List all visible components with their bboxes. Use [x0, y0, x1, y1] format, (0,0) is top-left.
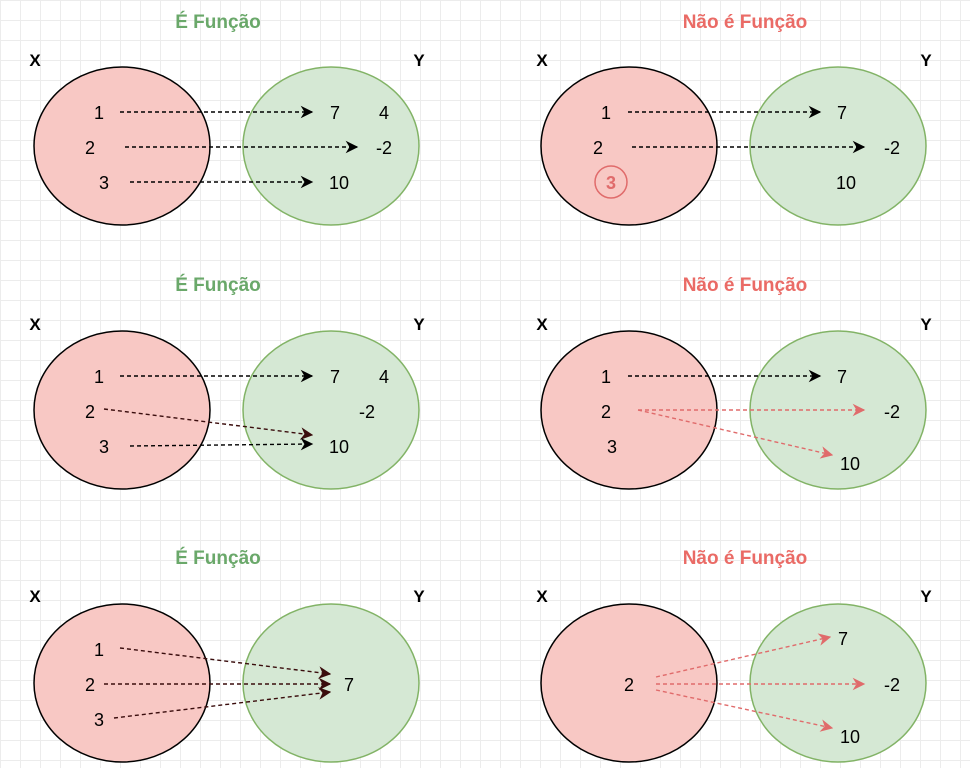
unmapped-domain-element: 3: [606, 173, 616, 193]
domain-element: 2: [624, 675, 634, 695]
panel-4: É Função X Y 1 2 3 7: [29, 547, 425, 763]
domain-element: 3: [99, 173, 109, 193]
domain-element: 1: [94, 367, 104, 387]
set-label-y: Y: [920, 51, 932, 70]
mapping-arrow: [129, 437, 314, 451]
domain-element: 3: [94, 710, 104, 730]
set-label-x: X: [536, 315, 548, 334]
domain-element: 2: [601, 402, 611, 422]
domain-element: 1: [601, 103, 611, 123]
domain-set: [33, 603, 211, 763]
codomain-element: 10: [840, 454, 860, 474]
codomain-element: 10: [329, 173, 349, 193]
panel-2: É Função X Y 1 2 3 7 4 -2 10: [29, 274, 425, 490]
mapping-arrow: [637, 409, 834, 459]
codomain-element: -2: [884, 138, 900, 158]
panel-title: Não é Função: [683, 12, 808, 33]
codomain-set: [242, 330, 420, 490]
codomain-element: -2: [884, 402, 900, 422]
codomain-set: [749, 66, 927, 226]
set-label-x: X: [536, 587, 548, 606]
domain-set: [540, 66, 718, 226]
domain-element: 1: [94, 640, 104, 660]
panel-3: Não é Função X Y 1 2 3 7 -2 10: [536, 275, 932, 490]
set-label-y: Y: [413, 315, 425, 334]
panel-title: É Função: [175, 11, 261, 33]
mapping-arrow: [655, 689, 834, 732]
domain-element: 1: [94, 103, 104, 123]
set-label-x: X: [536, 51, 548, 70]
domain-set: [540, 603, 718, 763]
codomain-element: 7: [837, 103, 847, 123]
codomain-set: [242, 603, 420, 763]
set-label-y: Y: [920, 587, 932, 606]
set-label-x: X: [29, 587, 41, 606]
codomain-element: 4: [379, 103, 389, 123]
codomain-element: 10: [329, 437, 349, 457]
set-label-x: X: [29, 315, 41, 334]
codomain-element: 7: [344, 675, 354, 695]
set-label-y: Y: [413, 51, 425, 70]
domain-element: 2: [85, 138, 95, 158]
domain-element: 2: [593, 138, 603, 158]
domain-element: 2: [85, 675, 95, 695]
codomain-element: 10: [840, 727, 860, 747]
codomain-element: 7: [837, 367, 847, 387]
domain-element: 3: [607, 437, 617, 457]
panel-0: É Função X Y 1 2 3 7 4 -2 10: [29, 11, 425, 226]
mapping-arrow: [113, 687, 332, 719]
codomain-element: 4: [379, 367, 389, 387]
panel-title: Não é Função: [683, 548, 808, 569]
codomain-set: [242, 66, 420, 226]
unmapped-element-highlight: [594, 165, 628, 199]
codomain-element: 10: [836, 173, 856, 193]
codomain-element: -2: [376, 138, 392, 158]
panel-title: Não é Função: [683, 275, 808, 296]
panel-title: É Função: [175, 547, 261, 569]
set-label-x: X: [29, 51, 41, 70]
domain-set: [33, 330, 211, 490]
panel-title: É Função: [175, 274, 261, 296]
mapping-arrow: [119, 647, 332, 679]
set-label-y: Y: [413, 587, 425, 606]
codomain-element: 7: [838, 629, 848, 649]
panel-1: Não é Função X Y 1 2 3 7 -2 10: [536, 12, 932, 226]
domain-element: 3: [99, 437, 109, 457]
codomain-element: -2: [884, 675, 900, 695]
domain-set: [33, 66, 211, 226]
codomain-set: [749, 603, 927, 763]
codomain-element: 7: [330, 367, 340, 387]
panel-5: Não é Função X Y 2 7 -2 10: [536, 548, 932, 763]
domain-element: 1: [601, 367, 611, 387]
set-label-y: Y: [920, 315, 932, 334]
mapping-arrow: [655, 633, 832, 678]
codomain-element: 7: [330, 103, 340, 123]
codomain-element: -2: [359, 402, 375, 422]
domain-element: 2: [85, 402, 95, 422]
